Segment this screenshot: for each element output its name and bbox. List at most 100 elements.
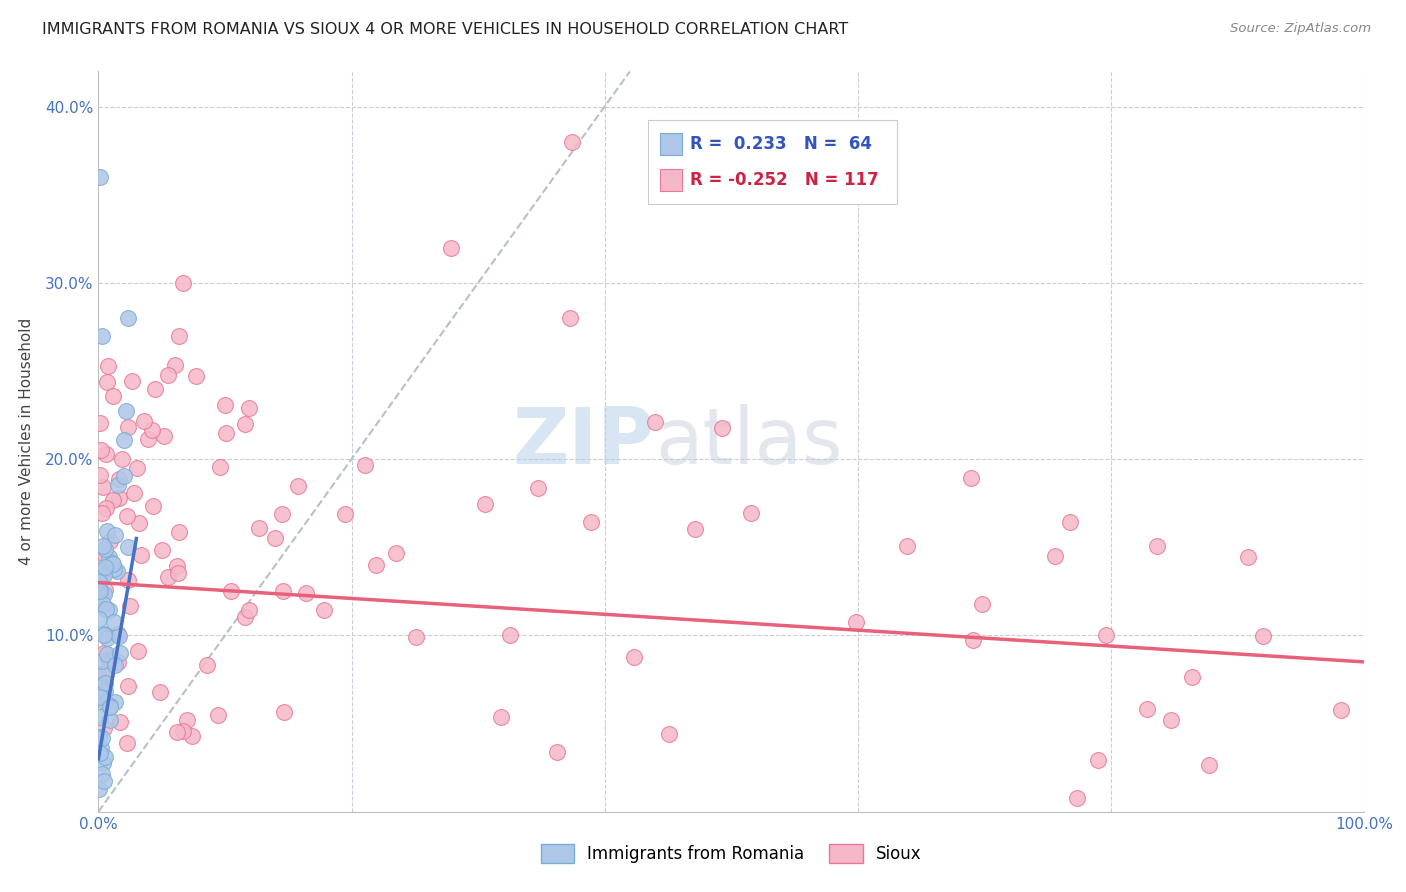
Legend: Immigrants from Romania, Sioux: Immigrants from Romania, Sioux	[534, 838, 928, 870]
Point	[98, 533, 121, 548]
Point	[1251, 629, 1274, 643]
Point	[1146, 539, 1168, 553]
Point	[405, 631, 427, 645]
Point	[101, 557, 124, 571]
Point	[233, 609, 256, 624]
Point	[98, 603, 121, 617]
Point	[93, 567, 115, 582]
Point	[98, 713, 121, 727]
Point	[108, 646, 131, 660]
Text: IMMIGRANTS FROM ROMANIA VS SIOUX 4 OR MORE VEHICLES IN HOUSEHOLD CORRELATION CHA: IMMIGRANTS FROM ROMANIA VS SIOUX 4 OR MO…	[42, 22, 848, 37]
FancyBboxPatch shape	[648, 120, 897, 204]
Point	[87, 575, 110, 590]
Point	[353, 458, 375, 472]
Point	[90, 741, 112, 756]
Point	[108, 629, 131, 643]
Point	[195, 658, 218, 673]
Point	[90, 567, 112, 582]
Point	[129, 548, 152, 562]
Point	[238, 401, 260, 416]
Point	[103, 615, 125, 629]
Point	[273, 706, 295, 720]
Point	[970, 597, 993, 611]
Point	[115, 509, 138, 524]
Point	[165, 358, 187, 372]
Point	[89, 709, 111, 723]
Point	[962, 632, 984, 647]
Point	[101, 556, 124, 570]
Point	[172, 724, 194, 739]
Point	[1095, 628, 1118, 642]
Point	[89, 584, 111, 599]
Point	[96, 524, 118, 538]
Point	[136, 432, 159, 446]
Point	[366, 558, 388, 572]
Point	[1198, 758, 1220, 772]
Point	[89, 170, 111, 185]
Point	[104, 695, 127, 709]
Point	[644, 415, 666, 429]
Point	[104, 528, 127, 542]
Point	[959, 471, 981, 485]
Point	[96, 501, 118, 516]
Point	[474, 497, 496, 511]
Point	[96, 375, 118, 389]
Point	[107, 491, 129, 506]
Point	[87, 612, 110, 626]
Point	[90, 591, 112, 605]
Point	[132, 414, 155, 428]
Point	[90, 731, 112, 746]
Point	[1059, 515, 1081, 529]
Point	[149, 685, 172, 699]
Point	[90, 654, 112, 668]
Point	[1181, 670, 1204, 684]
Point	[90, 328, 112, 343]
Point	[96, 601, 118, 615]
Point	[101, 493, 124, 508]
Point	[87, 731, 110, 745]
Point	[100, 651, 122, 665]
Point	[97, 359, 120, 373]
Point	[740, 506, 762, 520]
Point	[93, 627, 115, 641]
Point	[711, 421, 734, 435]
Point	[238, 603, 260, 617]
Point	[93, 695, 115, 709]
Point	[117, 311, 139, 326]
Point	[94, 447, 117, 461]
Point	[176, 714, 198, 728]
Point	[169, 328, 191, 343]
Point	[115, 404, 138, 418]
Point	[107, 477, 129, 491]
Point	[91, 683, 114, 698]
Point	[221, 584, 243, 599]
Point	[683, 522, 706, 536]
Point	[167, 566, 190, 581]
Text: R = -0.252   N = 117: R = -0.252 N = 117	[690, 170, 879, 188]
Y-axis label: 4 or more Vehicles in Household: 4 or more Vehicles in Household	[18, 318, 34, 566]
Point	[124, 486, 146, 500]
Point	[489, 710, 512, 724]
Point	[117, 420, 139, 434]
Point	[94, 749, 117, 764]
Point	[93, 646, 115, 660]
Point	[215, 425, 238, 440]
Point	[96, 560, 118, 574]
Point	[87, 582, 110, 597]
Point	[89, 688, 111, 702]
Point	[117, 540, 139, 554]
Point	[93, 721, 115, 735]
Point	[97, 651, 120, 665]
Point	[157, 368, 180, 382]
Point	[167, 525, 190, 540]
Point	[93, 548, 115, 562]
Point	[1066, 791, 1088, 805]
Point	[101, 389, 124, 403]
Point	[181, 729, 204, 743]
Point	[845, 615, 868, 629]
Point	[561, 135, 583, 149]
Point	[91, 539, 114, 553]
Point	[623, 650, 645, 665]
Point	[107, 626, 129, 640]
Point	[499, 628, 522, 642]
